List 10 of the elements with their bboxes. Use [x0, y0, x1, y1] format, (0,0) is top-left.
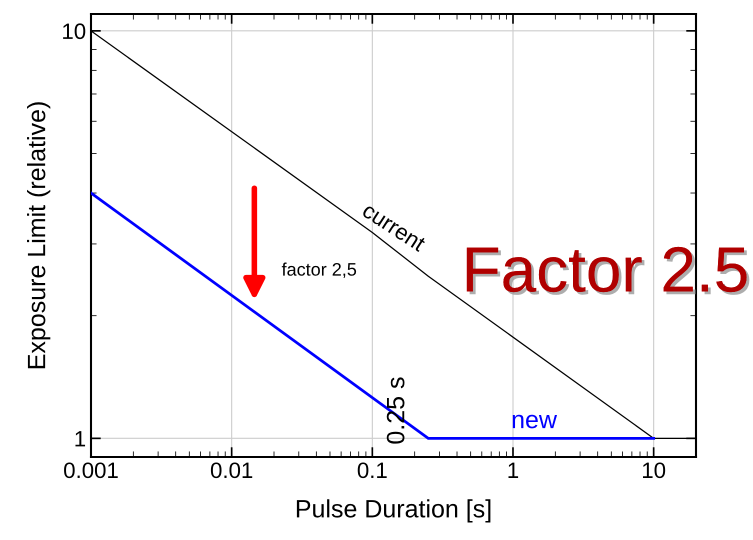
- annotation: factor 2,5: [282, 262, 356, 278]
- x-tick-label: 0.1: [358, 462, 387, 478]
- y-axis-title: Exposure Limit (relative): [27, 102, 50, 368]
- x-tick-label: 0.01: [210, 462, 252, 478]
- x-tick-label: 0.001: [64, 462, 118, 478]
- x-tick-label: 1: [508, 462, 518, 478]
- series-label: new: [512, 414, 558, 428]
- x-tick-label: 10: [642, 462, 666, 478]
- x-axis-title: Pulse Duration [s]: [296, 499, 490, 523]
- annotation: 0.25 s: [386, 377, 404, 444]
